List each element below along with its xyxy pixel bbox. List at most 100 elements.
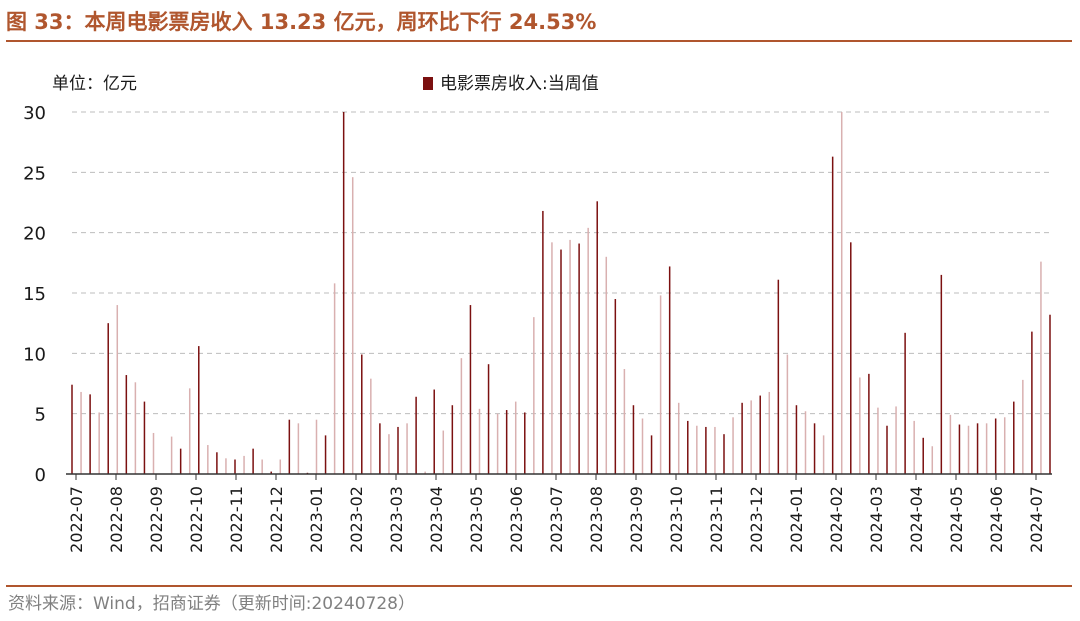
y-tick-label: 10: [23, 344, 46, 365]
x-tick-label: 2024-06: [987, 486, 1006, 553]
bar: [388, 434, 390, 474]
bar: [886, 425, 888, 474]
bar: [533, 317, 535, 474]
bar: [659, 295, 662, 474]
x-tick-label: 2024-05: [947, 486, 966, 553]
bar: [152, 432, 155, 474]
bar: [1031, 331, 1033, 474]
bar: [198, 346, 200, 474]
figure-title: 图 33：本周电影票房收入 13.23 亿元，周环比下行 24.53%: [6, 10, 597, 34]
bar: [1049, 314, 1051, 474]
x-tick-label: 2022-07: [67, 486, 86, 553]
bar: [487, 364, 490, 474]
bar: [994, 418, 997, 474]
x-tick-label: 2023-10: [667, 486, 686, 553]
bar: [605, 256, 608, 474]
bar: [170, 436, 173, 474]
bar: [551, 242, 553, 474]
bar: [424, 471, 426, 474]
bar: [614, 299, 617, 474]
bar: [514, 401, 517, 474]
y-tick-label: 30: [23, 103, 46, 124]
x-tick-label: 2022-11: [227, 486, 246, 553]
bar: [578, 243, 580, 474]
source-note: 资料来源：Wind，招商证券（更新时间:20240728）: [8, 594, 415, 614]
bar: [813, 423, 816, 474]
bar: [234, 459, 236, 474]
bar: [542, 210, 544, 475]
bar: [451, 405, 454, 474]
x-tick-label: 2023-12: [747, 486, 766, 553]
bar: [351, 177, 354, 474]
bar: [868, 373, 870, 474]
bar: [732, 417, 734, 474]
bar: [1013, 401, 1015, 474]
x-tick-label: 2023-02: [347, 486, 366, 553]
x-tick-label: 2024-02: [827, 486, 846, 553]
bar: [705, 426, 707, 474]
bar: [379, 423, 381, 474]
bar: [505, 410, 508, 474]
bar: [361, 354, 363, 474]
bar: [225, 458, 227, 474]
bar: [188, 388, 191, 474]
bar: [179, 448, 182, 474]
bar: [687, 420, 689, 474]
bar: [641, 418, 644, 474]
bar: [949, 414, 952, 474]
bar: [750, 400, 752, 474]
bar: [71, 384, 73, 474]
x-tick-label: 2023-05: [467, 486, 486, 553]
bar: [125, 375, 128, 474]
bar: [723, 434, 725, 474]
x-tick-label: 2023-04: [427, 486, 446, 553]
bar: [569, 239, 571, 474]
x-tick-label: 2022-12: [267, 486, 286, 553]
bar-series: [71, 112, 1051, 475]
title-rule: [6, 40, 1072, 42]
bar: [913, 420, 915, 474]
bar: [469, 305, 472, 474]
bar: [859, 377, 861, 474]
bar: [98, 412, 100, 474]
y-tick-label: 5: [35, 405, 46, 426]
bar: [89, 394, 91, 474]
axes: 0 5 10 15 20 25 30 2022-07 2022-08 2022-09 2022-10…: [23, 103, 1052, 553]
bar: [922, 437, 924, 474]
bar: [279, 459, 282, 474]
bar: [107, 323, 109, 474]
unit-label: 单位：亿元: [52, 74, 137, 94]
y-tick-label: 25: [23, 163, 46, 184]
y-tick-label: 0: [35, 465, 46, 486]
legend-label: 电影票房收入:当周值: [440, 74, 599, 94]
bar: [850, 242, 852, 474]
bar: [207, 445, 209, 474]
bar: [958, 424, 961, 474]
x-tick-label: 2023-03: [387, 486, 406, 553]
bar: [315, 419, 318, 474]
bar: [370, 378, 372, 474]
x-tick-label: 2023-01: [307, 486, 326, 553]
bar: [822, 435, 825, 474]
y-tick-label: 20: [23, 224, 46, 245]
bar: [134, 382, 137, 474]
x-tick-label: 2023-11: [707, 486, 726, 553]
bar: [297, 423, 300, 474]
bar: [904, 332, 906, 474]
bar: [967, 425, 970, 474]
x-tick-label: 2024-04: [907, 486, 926, 553]
bar: [931, 446, 934, 474]
bar: [288, 419, 291, 474]
bar: [243, 455, 245, 474]
bar: [777, 279, 780, 474]
bar: [460, 358, 463, 474]
x-tick-label: 2022-10: [187, 486, 206, 553]
bar: [831, 156, 834, 474]
y-tick-label: 15: [23, 284, 46, 305]
bar: [795, 405, 798, 474]
bar: [433, 389, 435, 474]
bar: [261, 459, 263, 474]
bar: [270, 471, 272, 474]
bar: [1003, 417, 1006, 474]
